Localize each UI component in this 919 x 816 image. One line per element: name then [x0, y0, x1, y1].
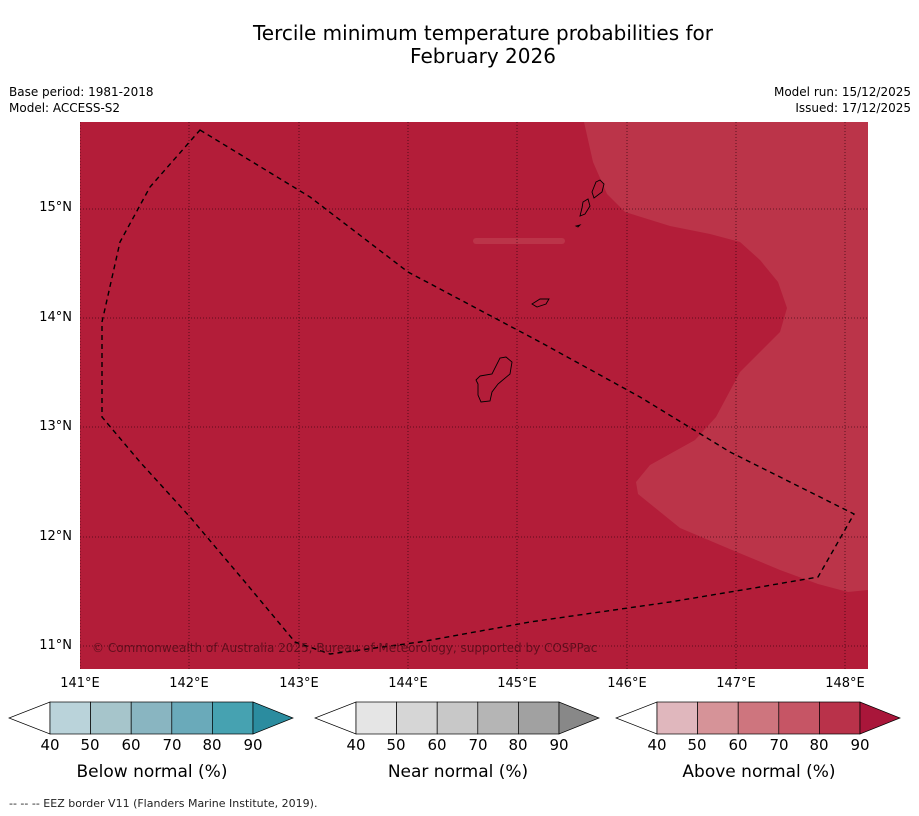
- colorbar-above: [615, 701, 901, 735]
- below-tick-90: 90: [243, 736, 263, 754]
- above-extend-high: [859, 701, 901, 735]
- lon-label-147e: 147°E: [716, 676, 756, 691]
- below-tick-60: 60: [121, 736, 141, 754]
- lon-label-146e: 146°E: [607, 676, 647, 691]
- above-tick-90: 90: [850, 736, 870, 754]
- colorbar-near-cells: [314, 701, 600, 735]
- near-tick-40: 40: [346, 736, 366, 754]
- chart-title: Tercile minimum temperature probabilitie…: [0, 22, 919, 68]
- colorbar-below-title: Below normal (%): [76, 762, 228, 782]
- below-extend-high: [252, 701, 294, 735]
- lat-label-11n: 11°N: [39, 638, 72, 653]
- probability-streak: [473, 238, 565, 244]
- below-bin-3: [171, 701, 213, 735]
- graticule: [80, 122, 868, 669]
- near-tick-80: 80: [508, 736, 528, 754]
- below-bin-1: [90, 701, 132, 735]
- meta-left: Base period: 1981-2018 Model: ACCESS-S2: [9, 84, 154, 116]
- lon-label-144e: 144°E: [388, 676, 428, 691]
- near-bin-4: [518, 701, 560, 735]
- above-tick-70: 70: [769, 736, 789, 754]
- near-bin-2: [436, 701, 479, 735]
- probability-field-70-80: [584, 122, 868, 592]
- near-tick-50: 50: [386, 736, 406, 754]
- near-tick-60: 60: [427, 736, 447, 754]
- meta-right: Model run: 15/12/2025 Issued: 17/12/2025: [774, 84, 911, 116]
- below-bin-4: [212, 701, 254, 735]
- colorbar-near-title: Near normal (%): [387, 762, 529, 782]
- above-bin-0: [656, 701, 698, 735]
- island-north-2: [579, 198, 591, 217]
- lon-label-148e: 148°E: [825, 676, 865, 691]
- lon-label-142e: 142°E: [169, 676, 209, 691]
- island-guam: [475, 356, 513, 403]
- near-tick-90: 90: [549, 736, 569, 754]
- model-name: Model: ACCESS-S2: [9, 101, 121, 115]
- island-north-1: [591, 179, 605, 199]
- island-rota: [531, 298, 550, 308]
- lon-label-145e: 145°E: [497, 676, 537, 691]
- eez-border: [101, 129, 855, 655]
- above-tick-60: 60: [728, 736, 748, 754]
- above-bin-2: [737, 701, 780, 735]
- model-run: Model run: 15/12/2025: [773, 85, 911, 99]
- below-tick-50: 50: [80, 736, 100, 754]
- map-svg: [80, 122, 868, 669]
- colorbar-near: [314, 701, 600, 735]
- lat-label-13n: 13°N: [39, 419, 72, 434]
- near-bin-3: [477, 701, 519, 735]
- above-tick-50: 50: [687, 736, 707, 754]
- above-extend-low: [615, 701, 658, 735]
- above-tick-80: 80: [809, 736, 829, 754]
- below-bin-0: [49, 701, 91, 735]
- lon-label-143e: 143°E: [279, 676, 319, 691]
- eez-legend-note: -- -- -- EEZ border V11 (Flanders Marine…: [9, 797, 318, 810]
- near-bin-1: [396, 701, 438, 735]
- title-line-1: Tercile minimum temperature probabilitie…: [252, 21, 714, 45]
- near-extend-low: [314, 701, 357, 735]
- islands: [475, 179, 605, 403]
- below-tick-40: 40: [40, 736, 60, 754]
- colorbar-below-cells: [8, 701, 294, 735]
- above-bin-1: [697, 701, 739, 735]
- island-north-3: [574, 224, 582, 228]
- above-bin-4: [819, 701, 861, 735]
- colorbar-above-title: Above normal (%): [682, 762, 836, 782]
- colorbar-above-cells: [615, 701, 901, 735]
- below-extend-low: [8, 701, 51, 735]
- lon-label-141e: 141°E: [60, 676, 100, 691]
- title-line-2: February 2026: [410, 44, 556, 68]
- above-bin-3: [778, 701, 820, 735]
- below-tick-80: 80: [202, 736, 222, 754]
- colorbar-below: [8, 701, 294, 735]
- near-extend-high: [558, 701, 600, 735]
- below-bin-2: [130, 701, 173, 735]
- below-tick-70: 70: [162, 736, 182, 754]
- lat-label-15n: 15°N: [39, 200, 72, 215]
- map-panel: © Commonwealth of Australia 2025, Bureau…: [80, 122, 868, 669]
- base-period: Base period: 1981-2018: [9, 85, 154, 99]
- above-tick-40: 40: [647, 736, 667, 754]
- lat-label-12n: 12°N: [39, 529, 72, 544]
- lat-label-14n: 14°N: [39, 310, 72, 325]
- near-tick-70: 70: [468, 736, 488, 754]
- issued-date: Issued: 17/12/2025: [795, 101, 911, 115]
- copyright-notice: © Commonwealth of Australia 2025, Bureau…: [92, 641, 598, 655]
- near-bin-0: [355, 701, 397, 735]
